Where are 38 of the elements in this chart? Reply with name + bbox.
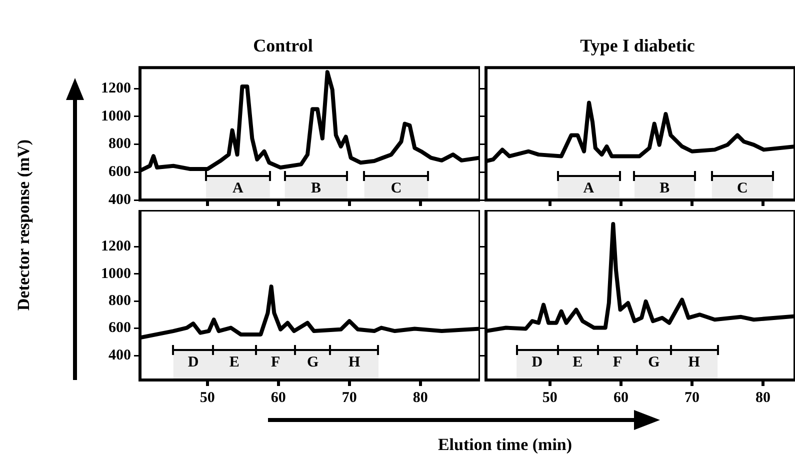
x-tick-label: 50 <box>542 390 558 406</box>
band-label: H <box>688 354 700 370</box>
y-axis-title: Detector response (mV) <box>14 139 34 311</box>
y-tick-label: 400 <box>108 192 131 208</box>
x-tick-label: 70 <box>342 390 357 406</box>
band-label: B <box>660 180 670 196</box>
band-label: F <box>270 354 280 370</box>
band-label: D <box>532 354 543 370</box>
x-axis-title: Elution time (min) <box>438 435 572 455</box>
y-tick-label: 1200 <box>101 80 131 96</box>
y-tick-label: 1200 <box>101 238 131 255</box>
band-label: A <box>583 180 594 196</box>
x-tick-label: 80 <box>412 390 428 406</box>
band-label: A <box>232 180 244 196</box>
band-label: G <box>307 354 320 370</box>
band-label: E <box>229 354 240 370</box>
y-tick-label: 1000 <box>101 266 131 282</box>
y-tick-label: 400 <box>108 347 131 364</box>
chart-title: Control <box>253 35 313 56</box>
x-tick-label: 60 <box>270 390 286 406</box>
y-tick-label: 600 <box>108 320 131 336</box>
x-tick-label: 80 <box>756 390 771 406</box>
y-tick-label: 800 <box>108 136 131 152</box>
y-tick-label: 800 <box>108 292 131 309</box>
band-label: D <box>188 354 199 370</box>
y-tick-label: 600 <box>108 164 131 180</box>
band-label: E <box>572 354 583 370</box>
band-label: H <box>348 354 361 370</box>
x-tick-label: 70 <box>684 390 700 406</box>
band-label: G <box>648 354 660 370</box>
band-label: C <box>390 180 402 196</box>
chart-title: Type I diabetic <box>580 35 695 56</box>
x-tick-label: 60 <box>613 390 628 406</box>
band-label: B <box>311 180 322 196</box>
x-tick-label: 50 <box>200 390 215 406</box>
y-tick-label: 1000 <box>101 108 131 124</box>
band-label: C <box>737 180 748 196</box>
band-label: F <box>612 354 622 370</box>
